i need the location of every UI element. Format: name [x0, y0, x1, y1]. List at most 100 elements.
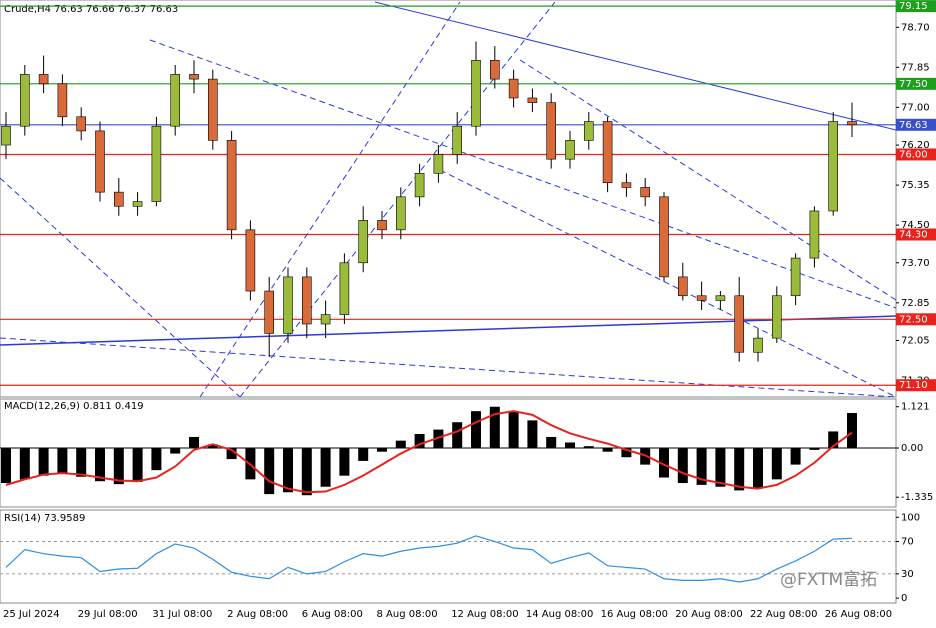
candle-body: [76, 116, 86, 132]
macd-bar: [170, 448, 181, 454]
candle-body: [57, 83, 68, 118]
candle-body: [565, 140, 575, 160]
candle-body: [753, 337, 763, 353]
macd-bar: [621, 448, 632, 458]
candle-body: [339, 262, 350, 315]
macd-bar: [508, 411, 519, 449]
candle-body: [433, 154, 444, 174]
y-tick-label: 70: [901, 537, 914, 548]
candle-body: [546, 102, 557, 160]
candle-body: [847, 121, 857, 126]
level-label-box: [896, 118, 936, 131]
y-tick-label: 1.121: [901, 402, 930, 413]
x-tick-label: 31 Jul 08:00: [152, 609, 212, 620]
candle-body: [771, 295, 782, 339]
candle-body: [489, 59, 500, 80]
candle-body: [677, 276, 688, 297]
channel-line: [519, 59, 896, 301]
y-tick-label: 72.85: [901, 298, 930, 309]
macd-bar: [471, 411, 481, 449]
level-label: 72.50: [899, 314, 928, 325]
trend-lines: [0, 1, 896, 397]
candle-body: [583, 121, 594, 141]
candle-body: [301, 276, 312, 325]
macd-bar: [57, 448, 68, 474]
channel-line: [149, 39, 896, 309]
macd-bar: [377, 448, 387, 452]
macd-bar: [320, 448, 331, 487]
candle-body: [828, 121, 839, 212]
y-tick-label: 72.05: [901, 335, 930, 346]
candle-body: [659, 196, 669, 278]
candle-body: [621, 182, 632, 188]
macd-bar: [76, 448, 87, 477]
macd-bar: [734, 448, 745, 491]
macd-bar: [828, 431, 839, 449]
channel-line: [439, 169, 896, 397]
x-tick-label: 20 Aug 08:00: [675, 609, 742, 620]
macd-bar: [132, 448, 143, 482]
y-tick-label: 77.00: [901, 102, 930, 113]
macd-bar: [283, 448, 293, 493]
macd-bar: [113, 448, 124, 485]
candle-body: [452, 125, 463, 155]
x-tick-label: 29 Jul 08:00: [78, 609, 138, 620]
level-label: 74.30: [899, 230, 928, 241]
x-tick-label: 22 Aug 08:00: [750, 609, 817, 620]
chart-title: Crude,H4 76.63 76.66 76.37 76.63: [4, 4, 178, 15]
candle-body: [170, 74, 180, 127]
x-tick-label: 25 Jul 2024: [3, 609, 60, 620]
level-label-box: [896, 0, 936, 13]
candle-body: [640, 187, 651, 198]
candle-body: [189, 74, 199, 80]
level-label-box: [896, 77, 936, 90]
macd-bar: [696, 448, 707, 485]
candle-body: [38, 74, 49, 85]
macd-bar: [264, 448, 275, 495]
candle-body: [527, 97, 538, 103]
candle-body: [790, 257, 801, 297]
candle-body: [95, 130, 105, 193]
macd-bar: [809, 448, 820, 450]
main-panel: [0, 0, 897, 398]
candle-body: [283, 276, 293, 334]
candle-body: [715, 295, 726, 301]
macd-bar: [546, 436, 557, 449]
candle-body: [132, 201, 143, 207]
macd-title: MACD(12,26,9) 0.811 0.419: [4, 401, 144, 412]
y-tick-label: 76.20: [901, 140, 930, 151]
y-tick-label: 100: [901, 512, 920, 523]
macd-bar: [771, 448, 782, 480]
macd-bar: [38, 448, 49, 476]
macd-bar: [565, 442, 575, 449]
macd-bar: [659, 448, 669, 478]
candle-body: [320, 314, 331, 325]
x-tick-label: 6 Aug 08:00: [302, 609, 363, 620]
candle-body: [395, 196, 406, 231]
level-label: 77.50: [899, 79, 928, 90]
level-label-box: [896, 379, 936, 392]
candle-body: [358, 220, 369, 264]
macd-bar: [358, 448, 369, 461]
candle-body: [471, 59, 481, 127]
macd-bar: [151, 448, 162, 471]
candle-body: [245, 229, 256, 292]
macd-bar: [677, 448, 688, 484]
rsi-line: [5, 535, 853, 583]
macd-bar: [753, 448, 763, 489]
macd-bar: [301, 448, 312, 496]
level-label-box: [896, 228, 936, 241]
y-tick-label: 75.35: [901, 180, 930, 191]
candle-body: [414, 173, 425, 198]
macd-bar: [395, 440, 406, 449]
macd-bar: [339, 448, 350, 476]
macd-panel: [0, 398, 897, 508]
x-tick-label: 2 Aug 08:00: [227, 609, 288, 620]
candle-body: [208, 78, 218, 141]
macd-bar: [715, 448, 726, 487]
y-tick-label: -1.335: [901, 492, 933, 503]
channel-line: [0, 177, 241, 397]
level-label: 71.10: [899, 380, 928, 391]
macd-bar: [847, 413, 857, 449]
